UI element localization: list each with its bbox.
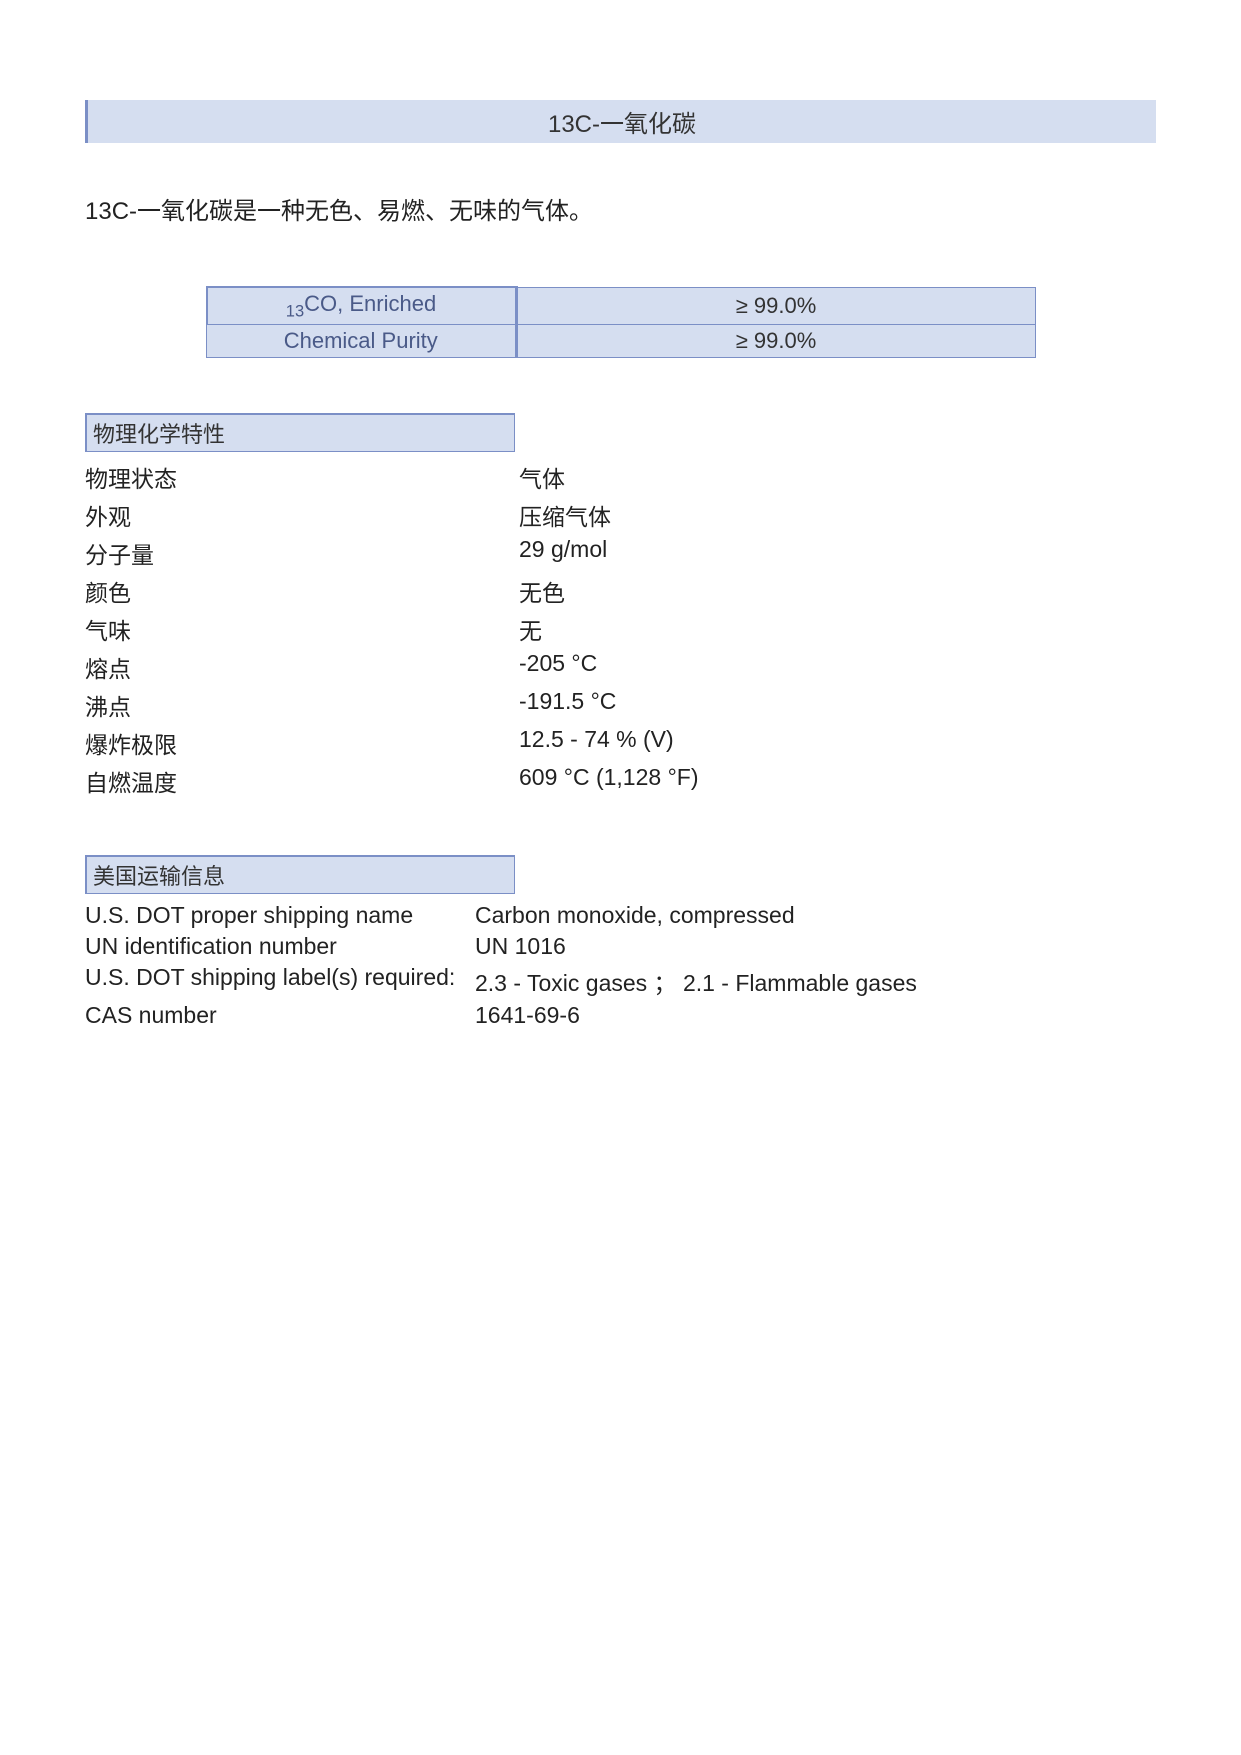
section-header-physchem: 物理化学特性 — [85, 413, 515, 452]
table-row: UN identification numberUN 1016 — [85, 931, 1156, 962]
table-row: U.S. DOT shipping label(s) required:2.3 … — [85, 962, 1156, 1000]
purity-value-cell: ≥ 99.0% — [516, 287, 1035, 325]
shipping-table: U.S. DOT proper shipping nameCarbon mono… — [85, 900, 1156, 1031]
ship-label: CAS number — [85, 1000, 475, 1031]
table-row: CAS number1641-69-6 — [85, 1000, 1156, 1031]
table-row: 爆炸极限12.5 - 74 % (V) — [85, 724, 1156, 762]
purity-label-cell: Chemical Purity — [207, 325, 517, 358]
prop-label: 外观 — [85, 496, 515, 534]
prop-value: 609 °C (1,128 °F) — [515, 762, 1156, 800]
ship-value: Carbon monoxide, compressed — [475, 900, 1156, 931]
prop-value: 无 — [515, 610, 1156, 648]
prop-value: 无色 — [515, 572, 1156, 610]
table-row: U.S. DOT proper shipping nameCarbon mono… — [85, 900, 1156, 931]
prop-value: 压缩气体 — [515, 496, 1156, 534]
isotope-prefix: 13 — [286, 302, 304, 320]
prop-label: 熔点 — [85, 648, 515, 686]
ship-value: 2.3 - Toxic gases ； 2.1 - Flammable gase… — [475, 962, 1156, 1000]
prop-label: 爆炸极限 — [85, 724, 515, 762]
purity-table: 13CO, Enriched ≥ 99.0% Chemical Purity ≥… — [206, 286, 1036, 358]
purity-label-text: CO, Enriched — [304, 291, 436, 316]
ship-label: U.S. DOT shipping label(s) required: — [85, 962, 475, 1000]
ship-value: 1641-69-6 — [475, 1000, 1156, 1031]
prop-label: 气味 — [85, 610, 515, 648]
prop-label: 分子量 — [85, 534, 515, 572]
prop-label: 沸点 — [85, 686, 515, 724]
prop-value: 29 g/mol — [515, 534, 1156, 572]
intro-paragraph: 13C-一氧化碳是一种无色、易燃、无味的气体。 — [85, 191, 1156, 226]
table-row: 气味无 — [85, 610, 1156, 648]
physchem-table: 物理状态气体 外观压缩气体 分子量 29 g/mol 颜色无色 气味无 熔点 -… — [85, 458, 1156, 800]
table-row: 分子量 29 g/mol — [85, 534, 1156, 572]
table-row: 物理状态气体 — [85, 458, 1156, 496]
document-page: 13C-一氧化碳 13C-一氧化碳是一种无色、易燃、无味的气体。 13CO, E… — [0, 0, 1241, 1755]
table-row: 自燃温度609 °C (1,128 °F) — [85, 762, 1156, 800]
prop-label: 自燃温度 — [85, 762, 515, 800]
table-row: 熔点 -205 °C — [85, 648, 1156, 686]
prop-label: 物理状态 — [85, 458, 515, 496]
table-row: 13CO, Enriched ≥ 99.0% — [207, 287, 1036, 325]
prop-value: -191.5 °C — [515, 686, 1156, 724]
ship-label: UN identification number — [85, 931, 475, 962]
page-title: 13C-一氧化碳 — [85, 100, 1156, 143]
ship-value: UN 1016 — [475, 931, 1156, 962]
table-row: Chemical Purity ≥ 99.0% — [207, 325, 1036, 358]
section-header-shipping: 美国运输信息 — [85, 855, 515, 894]
prop-value: 气体 — [515, 458, 1156, 496]
purity-label-cell: 13CO, Enriched — [207, 287, 517, 325]
table-row: 沸点 -191.5 °C — [85, 686, 1156, 724]
purity-value-cell: ≥ 99.0% — [516, 325, 1035, 358]
ship-label: U.S. DOT proper shipping name — [85, 900, 475, 931]
table-row: 外观压缩气体 — [85, 496, 1156, 534]
prop-value: -205 °C — [515, 648, 1156, 686]
prop-label: 颜色 — [85, 572, 515, 610]
prop-value: 12.5 - 74 % (V) — [515, 724, 1156, 762]
table-row: 颜色无色 — [85, 572, 1156, 610]
